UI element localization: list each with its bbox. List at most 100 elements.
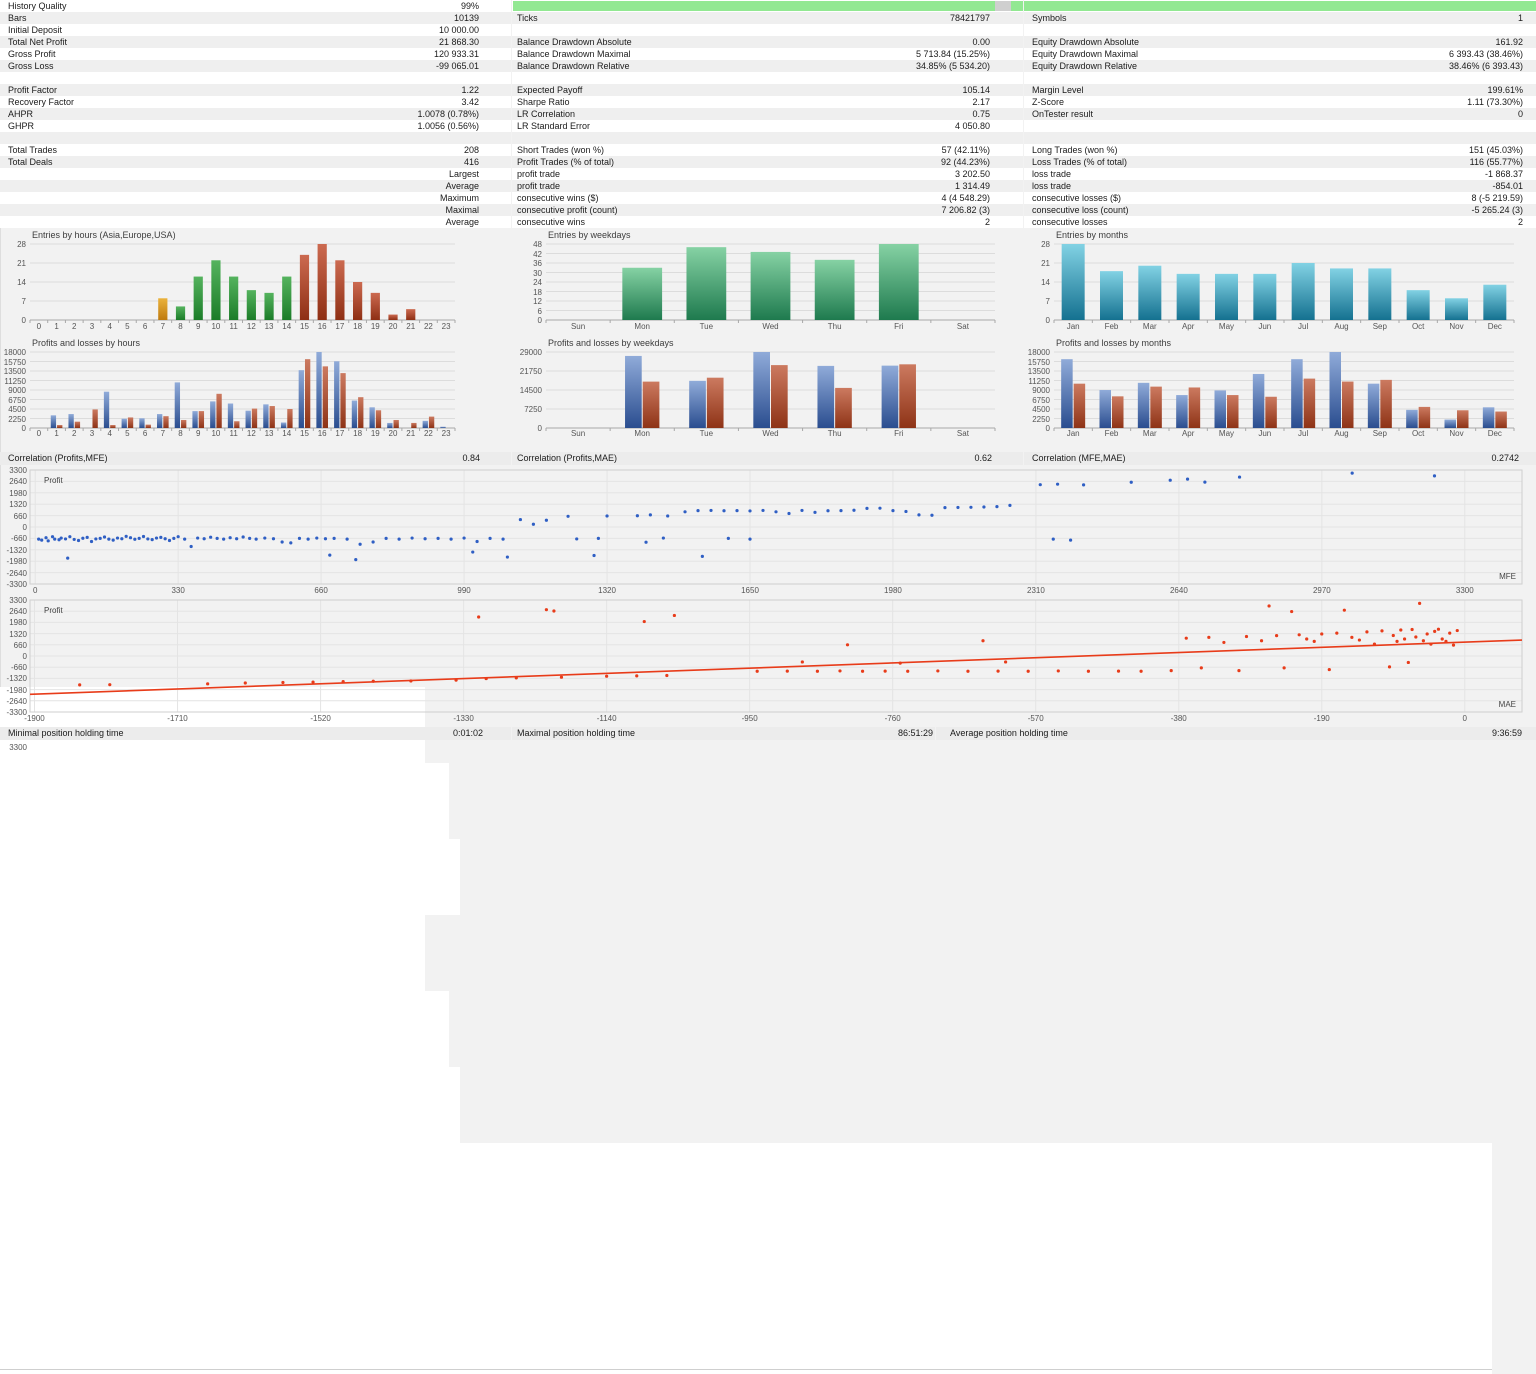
stat-label: Balance Drawdown Absolute <box>517 37 632 47</box>
stat-row: Bars 10139 <box>0 12 511 24</box>
stat-row: LR Standard Error 4 050.80 <box>512 120 1023 132</box>
x-tick-label: 0 <box>36 429 42 438</box>
stat-value: 1 <box>1517 13 1523 23</box>
stat-row: loss trade -854.01 <box>1024 180 1536 192</box>
x-tick-label: Nov <box>1449 429 1464 438</box>
y-tick-label: -660 <box>10 534 27 544</box>
profit-bar <box>316 352 322 428</box>
x-tick-label: 1650 <box>741 586 759 595</box>
profit-bar <box>157 414 163 428</box>
x-tick-label: Apr <box>1181 322 1195 331</box>
stat-label: Profit Trades (% of total) <box>517 157 615 167</box>
stat-label: consecutive losses <box>1032 217 1108 227</box>
y-tick-label: 4500 <box>8 405 26 414</box>
stat-label: consecutive loss (count) <box>1032 205 1129 215</box>
holding-time-row: Maximal position holding time 86:51:29 <box>512 727 935 740</box>
x-tick-label: 16 <box>317 429 327 438</box>
holding-time-value: 0:01:02 <box>452 728 483 738</box>
bar <box>1176 273 1200 320</box>
stat-row: loss trade -1 868.37 <box>1024 168 1536 180</box>
bar <box>317 244 327 320</box>
stat-row: Average <box>0 180 511 192</box>
loss-bar <box>1495 411 1507 428</box>
stat-row: Symbols 1 <box>1024 12 1536 24</box>
stat-row: consecutive wins ($) 4 (4 548.29) <box>512 192 1023 204</box>
loss-bar <box>269 406 275 428</box>
profit-bar <box>422 420 428 428</box>
x-tick-label: 0 <box>32 586 38 595</box>
profit-bar <box>174 382 181 428</box>
stat-row: consecutive loss (count) -5 265.24 (3) <box>1024 204 1536 216</box>
x-tick-label: 2 <box>72 429 77 438</box>
bar <box>1368 268 1392 320</box>
y-tick-label: -660 <box>10 663 27 673</box>
stat-row: Maximum <box>0 192 511 204</box>
stat-value: 5 713.84 (15.25%) <box>915 49 990 59</box>
y-tick-label: 28 <box>1041 240 1050 249</box>
y-tick-label: 2250 <box>1032 414 1050 424</box>
bar <box>406 309 416 320</box>
x-tick-label: 6 <box>142 429 148 438</box>
stat-row: Balance Drawdown Relative 34.85% (5 534.2… <box>512 60 1023 72</box>
bar <box>158 298 168 320</box>
y-tick-label: 42 <box>533 249 542 259</box>
stat-row: Profit Factor 1.22 <box>0 84 511 96</box>
stat-label: History Quality <box>8 1 67 11</box>
chart-entries-hours: Entries by hours (Asia,Europe,USA) 0 7 14 21… <box>0 230 1536 763</box>
y-tick-label: 660 <box>13 640 27 650</box>
loss-bar <box>163 416 169 428</box>
x-tick-label: 5 <box>125 429 130 438</box>
x-tick-label: 17 <box>335 322 345 331</box>
profit-bar <box>1252 373 1265 428</box>
y-tick-label: 6 <box>537 306 542 316</box>
loss-bar <box>375 410 382 428</box>
chart-title: Entries by weekdays <box>548 230 631 240</box>
profit-bar <box>689 380 706 428</box>
x-tick-label: 1320 <box>598 586 616 595</box>
stat-row: Short Trades (won %) 57 (42.11%) <box>512 144 1023 156</box>
y-tick-label: 13500 <box>3 367 26 376</box>
chart-title: Profits and losses by months <box>1056 338 1172 348</box>
loss-bar <box>1112 396 1124 428</box>
stat-label: Equity Drawdown Relative <box>1032 61 1138 71</box>
x-tick-label: -760 <box>884 714 901 723</box>
x-tick-label: Jan <box>1066 429 1080 438</box>
bar <box>175 306 186 320</box>
x-tick-label: Fri <box>894 429 904 438</box>
stat-value: 99% <box>460 1 479 11</box>
x-tick-label: 7 <box>160 429 166 438</box>
y-tick-label: -1320 <box>6 674 27 684</box>
column-divider <box>0 458 1 687</box>
stat-value: 116 (55.77%) <box>1469 157 1523 167</box>
chart-svg <box>1053 351 1515 431</box>
loss-bar <box>1342 381 1354 428</box>
chart-pl-months: Profits and losses by months 0 2250 4500 675… <box>0 338 1536 1143</box>
x-tick-label: 2970 <box>1312 586 1331 595</box>
stat-label: loss trade <box>1032 169 1072 179</box>
profit-bar <box>50 415 57 428</box>
x-tick-label: Sun <box>570 322 586 331</box>
plot-area <box>0 1257 1492 1369</box>
y-tick-label: 0 <box>1045 424 1050 433</box>
holding-time-row: Average position holding time 9:36:59 <box>936 727 1536 740</box>
stat-value: -854.01 <box>1492 181 1523 191</box>
profit-bar <box>1176 395 1188 428</box>
stat-value: 208 <box>463 145 479 155</box>
stat-value: 0 <box>1517 109 1523 119</box>
y-tick-label: 14 <box>1041 278 1050 287</box>
stat-value: 6 393.43 (38.46%) <box>1448 49 1523 59</box>
y-tick-label: 18000 <box>1027 348 1050 357</box>
stat-row: consecutive losses ($) 8 (-5 219.59) <box>1024 192 1536 204</box>
stat-value: 0.75 <box>972 109 990 119</box>
stat-label: LR Standard Error <box>517 121 591 131</box>
x-tick-label: Sep <box>1372 322 1387 331</box>
stat-row: Margin Level 199.61% <box>1024 84 1536 96</box>
chart-scatter-mae: 3300 2640 1980 1320 660 0 -660 -1320 -1980 -2640 -… <box>0 596 1536 1369</box>
stat-row: Long Trades (won %) 151 (45.03%) <box>1024 144 1536 156</box>
x-tick-label: Mon <box>634 322 650 331</box>
x-tick-label: Jun <box>1258 429 1272 438</box>
loss-bar <box>145 424 151 428</box>
stat-label: consecutive profit (count) <box>517 205 618 215</box>
y-tick-label: 2640 <box>9 607 27 617</box>
y-tick-label: 1320 <box>9 629 27 639</box>
